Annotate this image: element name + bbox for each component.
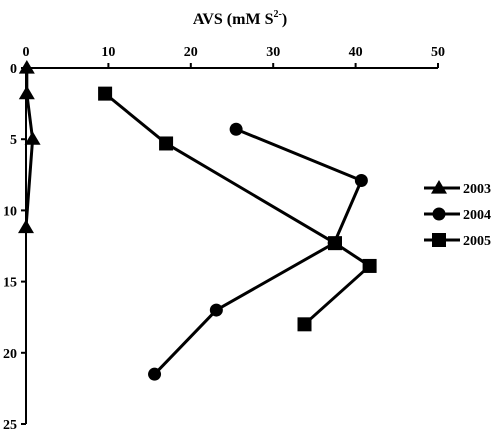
legend-marker [432,233,446,247]
y-tick-label: 0 [10,62,17,77]
data-point-2003 [18,219,34,234]
legend-marker [431,180,447,194]
y-tick-label: 15 [3,276,17,291]
data-point-2003 [24,131,41,145]
data-point-2005 [98,86,113,101]
data-point-2005 [159,136,174,151]
x-tick-label: 10 [101,45,115,60]
y-tick-label: 10 [3,204,17,219]
legend-label: 2003 [463,182,491,197]
legend-label: 2004 [463,208,491,223]
data-point-2003 [18,85,35,100]
x-tick-label: 50 [431,45,445,60]
data-point-2005 [362,258,377,273]
series-2004 [148,122,368,381]
series-line-2003 [24,68,35,228]
data-point-2004 [209,303,223,317]
y-tick-label: 25 [3,418,17,432]
axes: 0 10 20 30 40 50 0 5 10 15 20 25 [3,45,445,432]
x-tick-label: 0 [23,45,30,60]
data-point-2004 [229,122,243,136]
plot-series [18,60,377,381]
data-point-2005 [297,317,312,332]
series-2003 [18,60,41,234]
chart-title-main: AVS (mM S [193,11,274,28]
data-point-2004 [148,367,162,381]
legend-item-2005: 2005 [424,233,491,249]
x-tick-label: 40 [349,45,363,60]
legend-item-2004: 2004 [424,207,491,223]
legend: 2003 2004 2005 [424,180,491,249]
data-point-2004 [354,173,368,187]
data-point-2005 [328,236,342,251]
series-2005 [98,86,377,332]
data-point-2003 [18,60,35,74]
x-tick-label: 30 [266,45,280,60]
y-tick-label: 20 [3,347,17,362]
chart-title-close: ) [282,11,287,28]
chart-title: AVS (mM S2-) [193,9,287,28]
x-tick-label: 20 [184,45,198,60]
legend-item-2003: 2003 [424,180,491,197]
series-line-2004 [153,127,363,376]
y-tick-label: 5 [10,133,17,148]
legend-marker [432,207,446,221]
chart-title-superscript: 2- [273,9,281,20]
legend-label: 2005 [463,234,491,249]
